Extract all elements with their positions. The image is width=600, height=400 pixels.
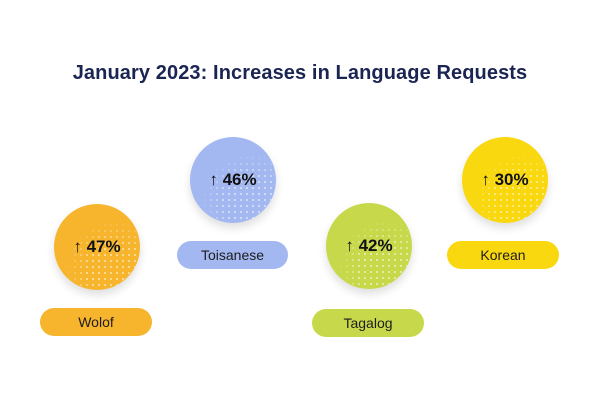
increase-circle-toisanese: ↑ 46% (190, 137, 276, 223)
dot-pattern (326, 203, 412, 289)
language-label-korean: Korean (447, 241, 559, 269)
language-label-tagalog: Tagalog (312, 309, 424, 337)
increase-circle-korean: ↑ 30% (462, 137, 548, 223)
increase-circle-wolof: ↑ 47% (54, 204, 140, 290)
dot-pattern (462, 137, 548, 223)
increase-circle-tagalog: ↑ 42% (326, 203, 412, 289)
increase-value: ↑ 47% (73, 237, 121, 256)
increase-value: ↑ 30% (481, 170, 529, 189)
language-label-wolof: Wolof (40, 308, 152, 336)
language-label-toisanese: Toisanese (177, 241, 288, 269)
increase-value: ↑ 46% (209, 170, 257, 189)
dot-pattern (54, 204, 140, 290)
page-title: January 2023: Increases in Language Requ… (72, 62, 528, 84)
increase-value: ↑ 42% (345, 236, 393, 255)
dot-pattern (190, 137, 276, 223)
